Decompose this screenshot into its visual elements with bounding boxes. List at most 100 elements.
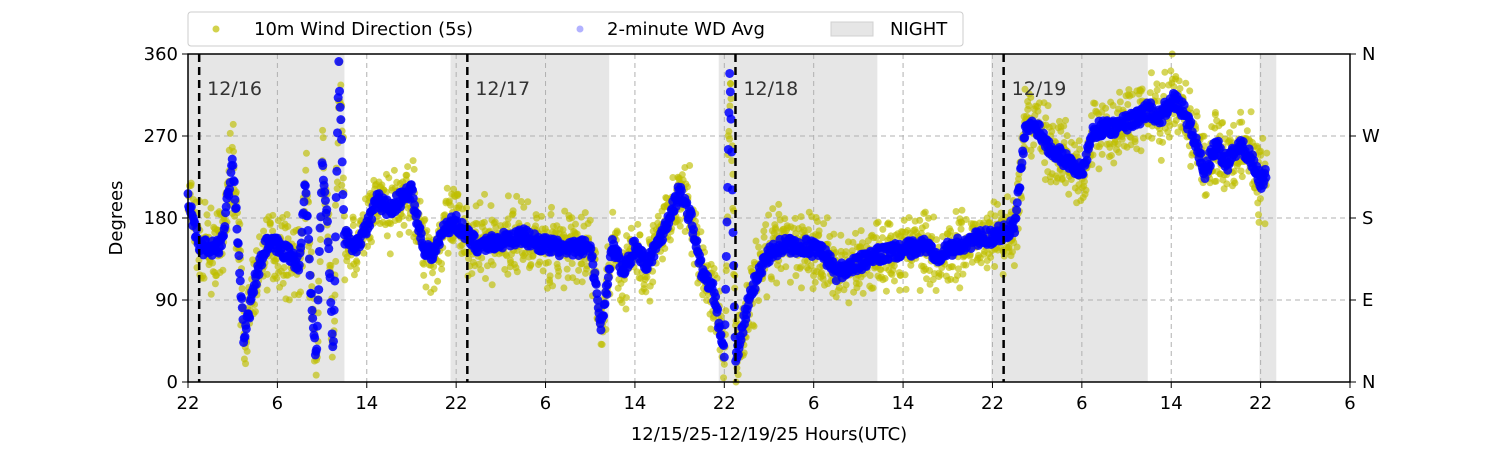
wd-avg-point — [302, 211, 312, 221]
wd-avg-point — [231, 203, 241, 213]
wind-direction-5s-point — [349, 221, 357, 229]
wind-direction-5s-point — [481, 190, 489, 198]
wind-direction-5s-point — [962, 261, 970, 269]
wind-direction-5s-point — [568, 260, 576, 268]
wind-direction-5s-point — [487, 202, 495, 210]
wind-direction-5s-point — [1041, 159, 1049, 167]
wind-direction-5s-point — [1021, 85, 1029, 93]
wd-avg-point — [339, 205, 349, 215]
wind-direction-5s-point — [243, 347, 251, 355]
wind-direction-5s-point — [896, 286, 904, 294]
wind-direction-5s-point — [763, 293, 771, 301]
wind-direction-5s-point — [266, 219, 274, 227]
wind-direction-5s-point — [958, 206, 966, 214]
wind-direction-5s-point — [797, 284, 805, 292]
wd-avg-point — [1034, 120, 1044, 130]
wd-avg-point — [603, 272, 613, 282]
wind-direction-5s-point — [1226, 129, 1234, 137]
wind-direction-5s-point — [422, 283, 430, 291]
wind-direction-5s-point — [446, 201, 454, 209]
wind-direction-5s-point — [1048, 127, 1056, 135]
wd-avg-point — [237, 294, 247, 304]
wind-direction-5s-point — [1230, 121, 1238, 129]
wd-avg-point — [337, 134, 347, 144]
wind-direction-5s-point — [1109, 101, 1117, 109]
y2-tick-label: S — [1362, 208, 1373, 229]
wind-direction-5s-point — [980, 219, 988, 227]
wd-avg-point — [410, 200, 420, 210]
wd-avg-point — [1261, 172, 1271, 182]
wind-direction-5s-point — [1098, 150, 1106, 158]
wind-direction-5s-point — [609, 208, 617, 216]
wind-direction-5s-point — [627, 224, 635, 232]
wind-direction-5s-point — [319, 126, 327, 134]
wind-direction-5s-point — [659, 255, 667, 263]
wind-direction-5s-point — [797, 213, 805, 221]
wd-avg-point — [626, 258, 636, 268]
wd-avg-point — [1200, 174, 1210, 184]
wd-avg-point — [722, 217, 732, 227]
wind-direction-5s-point — [1187, 162, 1195, 170]
legend-marker-night — [830, 21, 874, 37]
wind-direction-5s-point — [962, 215, 970, 223]
wind-direction-5s-point — [1118, 135, 1126, 143]
wind-direction-5s-point — [1182, 79, 1190, 87]
wind-direction-5s-point — [405, 228, 413, 236]
wind-direction-5s-point — [504, 221, 512, 229]
wind-direction-5s-point — [1263, 149, 1271, 157]
wind-direction-5s-point — [513, 192, 521, 200]
wind-direction-5s-point — [848, 247, 856, 255]
wind-direction-5s-point — [952, 207, 960, 215]
wind-direction-5s-point — [773, 279, 781, 287]
wind-direction-5s-point — [902, 285, 910, 293]
wind-direction-5s-point — [1259, 134, 1267, 142]
wind-direction-5s-point — [1004, 193, 1012, 201]
wd-avg-point — [229, 177, 239, 187]
day-label: 12/19 — [1012, 78, 1067, 100]
y2-tick-label: N — [1362, 44, 1375, 65]
wind-direction-5s-point — [815, 227, 823, 235]
wind-direction-5s-point — [396, 230, 404, 238]
wind-direction-5s-point — [1067, 176, 1075, 184]
wind-direction-5s-point — [1091, 99, 1099, 107]
wd-avg-point — [605, 264, 615, 274]
wind-direction-5s-point — [284, 223, 292, 231]
wind-direction-5s-point — [932, 286, 940, 294]
wind-direction-5s-point — [1230, 167, 1238, 175]
wd-avg-point — [241, 324, 251, 334]
wind-direction-5s-point — [923, 275, 931, 283]
wd-avg-point — [603, 279, 613, 289]
wd-avg-point — [1157, 117, 1167, 127]
wind-direction-5s-point — [263, 270, 271, 278]
wind-direction-5s-point — [563, 265, 571, 273]
wind-direction-5s-point — [1062, 116, 1070, 124]
wind-direction-5s-point — [1211, 109, 1219, 117]
wd-avg-point — [237, 303, 247, 313]
wind-direction-5s-point — [1131, 138, 1139, 146]
wind-direction-5s-point — [385, 174, 393, 182]
legend: 10m Wind Direction (5s) 2-minute WD Avg … — [187, 11, 964, 47]
wind-direction-5s-point — [775, 210, 783, 218]
wind-direction-5s-point — [649, 278, 657, 286]
wind-direction-5s-point — [430, 285, 438, 293]
wind-direction-5s-point — [697, 228, 705, 236]
wind-direction-5s-point — [804, 226, 812, 234]
wind-direction-5s-point — [560, 284, 568, 292]
wd-avg-point — [221, 202, 231, 212]
wind-direction-5s-point — [350, 271, 358, 279]
wd-avg-point — [367, 214, 377, 224]
wind-direction-5s-point — [901, 271, 909, 279]
wd-avg-point — [729, 261, 739, 271]
wind-direction-5s-point — [707, 325, 715, 333]
wind-direction-5s-point — [444, 249, 452, 257]
wind-direction-5s-point — [752, 237, 760, 245]
wind-direction-5s-point — [242, 360, 250, 368]
y-tick-label: 90 — [155, 290, 178, 311]
wd-avg-point — [331, 192, 341, 202]
wd-avg-point — [301, 188, 311, 198]
wd-avg-point — [600, 299, 610, 309]
wd-avg-point — [200, 235, 210, 245]
wd-avg-point — [304, 254, 314, 264]
wind-direction-5s-point — [1156, 129, 1164, 137]
wd-avg-point — [315, 223, 325, 233]
